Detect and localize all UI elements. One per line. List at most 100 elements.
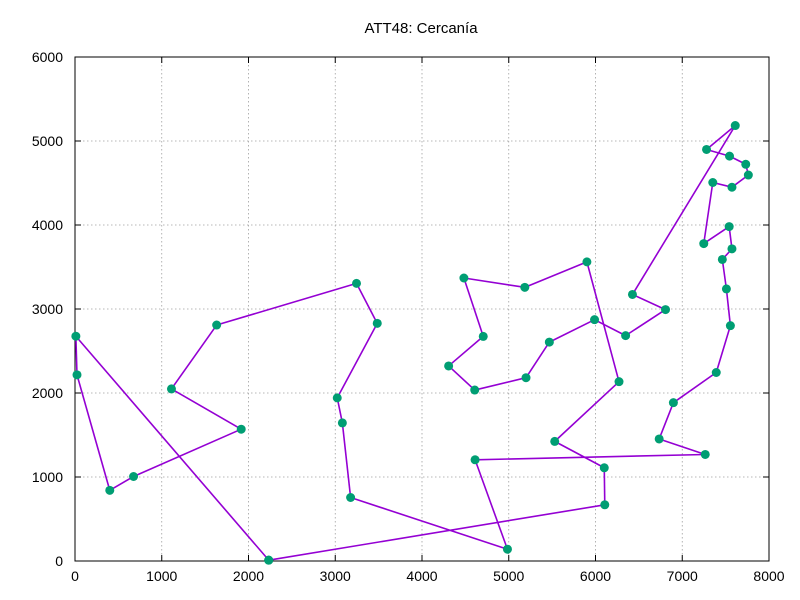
tour-segment: [548, 318, 595, 343]
x-tick-label: 4000: [406, 568, 437, 584]
y-tick-label: 4000: [32, 217, 63, 233]
tour-segment: [216, 282, 357, 326]
tour-segment: [355, 283, 378, 324]
city-point: [725, 151, 735, 161]
tour-segment: [632, 293, 666, 311]
grid: [75, 57, 769, 561]
tour-segment: [603, 467, 606, 505]
tour-segment: [658, 402, 675, 440]
city-point: [264, 555, 274, 565]
city-point: [700, 449, 710, 459]
city-point: [724, 222, 734, 232]
city-point: [544, 337, 554, 347]
tour-segment: [702, 182, 714, 244]
city-point: [129, 471, 139, 481]
city-point: [212, 320, 222, 330]
y-tick-label: 0: [55, 553, 63, 569]
tour-segment: [721, 259, 728, 290]
city-point: [470, 455, 480, 465]
tour-segment: [703, 225, 730, 245]
city-point: [166, 384, 176, 394]
city-point: [661, 305, 671, 315]
tour-segment: [76, 374, 111, 491]
tour-segment: [631, 125, 736, 295]
city-point: [71, 331, 81, 341]
city-point: [614, 377, 624, 387]
city-point: [478, 331, 488, 341]
y-tick-label: 2000: [32, 385, 63, 401]
tour-segment: [170, 324, 218, 390]
tour-segment: [463, 277, 525, 289]
tour-segment: [594, 318, 626, 337]
tour-segment: [474, 459, 509, 550]
tour-segment: [448, 335, 484, 367]
city-point: [459, 273, 469, 283]
tour-segment: [133, 428, 242, 478]
tour-segment: [475, 453, 706, 461]
city-point: [708, 177, 718, 187]
city-point: [521, 373, 531, 383]
city-point: [621, 331, 631, 341]
city-point: [627, 289, 637, 299]
city-point: [444, 361, 454, 371]
tick-labels: 0 1000 2000 3000 4000 5000 6000 7000 8000 0 1000 20…: [32, 49, 785, 584]
x-tick-label: 5000: [493, 568, 524, 584]
x-tick-label: 2000: [233, 568, 264, 584]
city-point: [600, 500, 610, 510]
tour-segment: [474, 376, 527, 391]
city-point: [668, 398, 678, 408]
city-point: [590, 315, 600, 325]
x-tick-label: 8000: [753, 568, 784, 584]
tour-segment: [586, 261, 620, 382]
city-point: [727, 182, 737, 192]
city-point: [332, 393, 342, 403]
city-point: [699, 239, 709, 249]
y-tick-label: 6000: [32, 49, 63, 65]
tour-segment: [341, 422, 352, 498]
city-point: [520, 282, 530, 292]
city-point: [730, 121, 740, 131]
city-point: [550, 436, 560, 446]
y-tick-label: 1000: [32, 469, 63, 485]
tour-segment: [725, 288, 732, 326]
tour-segment: [268, 504, 605, 561]
tour-segment: [463, 277, 485, 337]
x-tick-label: 7000: [667, 568, 698, 584]
chart-title: ATT48: Cercanía: [364, 20, 478, 37]
city-point: [654, 434, 664, 444]
city-point: [727, 244, 737, 254]
city-point: [717, 254, 727, 264]
city-point: [702, 144, 712, 154]
city-point: [337, 418, 347, 428]
y-tick-label: 5000: [32, 133, 63, 149]
tour-segment: [109, 475, 134, 492]
tour-lines: [75, 124, 750, 561]
tour-segment: [171, 388, 242, 430]
tour-markers: [71, 121, 753, 565]
city-point: [725, 321, 735, 331]
city-point: [711, 368, 721, 378]
tour-segment: [554, 381, 620, 442]
tour-segment: [706, 124, 736, 151]
tour-segment: [715, 325, 732, 373]
tour-segment: [554, 440, 605, 469]
city-point: [743, 170, 753, 180]
city-point: [721, 284, 731, 294]
tour-segment: [672, 371, 717, 404]
city-point: [236, 424, 246, 434]
city-point: [346, 492, 356, 502]
city-point: [72, 370, 82, 380]
x-tick-label: 0: [71, 568, 79, 584]
y-tick-label: 3000: [32, 301, 63, 317]
tour-segment: [75, 336, 78, 375]
tour-segment: [524, 261, 588, 289]
x-tick-label: 6000: [580, 568, 611, 584]
tour-segment: [448, 365, 476, 391]
tour-segment: [75, 335, 270, 561]
city-point: [105, 485, 115, 495]
x-tick-label: 1000: [146, 568, 177, 584]
tour-segment: [525, 341, 551, 379]
tour-segment: [350, 496, 508, 550]
tour-segment: [336, 322, 378, 399]
